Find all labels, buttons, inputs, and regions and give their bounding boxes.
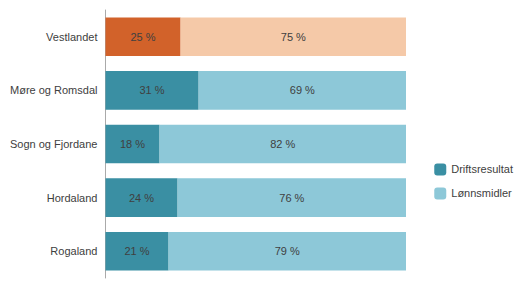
svg-text:79 %: 79 % [275,245,300,257]
svg-text:Rogaland: Rogaland [50,245,97,257]
svg-text:75 %: 75 % [281,31,306,43]
svg-text:25 %: 25 % [130,31,155,43]
svg-text:Vestlandet: Vestlandet [46,31,97,43]
svg-text:Lønnsmidler: Lønnsmidler [451,187,512,199]
svg-text:31 %: 31 % [139,84,164,96]
svg-text:76 %: 76 % [279,192,304,204]
svg-text:Hordaland: Hordaland [47,192,98,204]
svg-text:82 %: 82 % [270,138,295,150]
svg-text:24 %: 24 % [129,192,154,204]
svg-text:Driftsresultat: Driftsresultat [451,163,513,175]
svg-text:69 %: 69 % [290,84,315,96]
svg-text:21 %: 21 % [124,245,149,257]
svg-text:Møre og Romsdal: Møre og Romsdal [10,84,97,96]
svg-text:18 %: 18 % [120,138,145,150]
svg-text:Sogn og Fjordane: Sogn og Fjordane [10,138,97,150]
